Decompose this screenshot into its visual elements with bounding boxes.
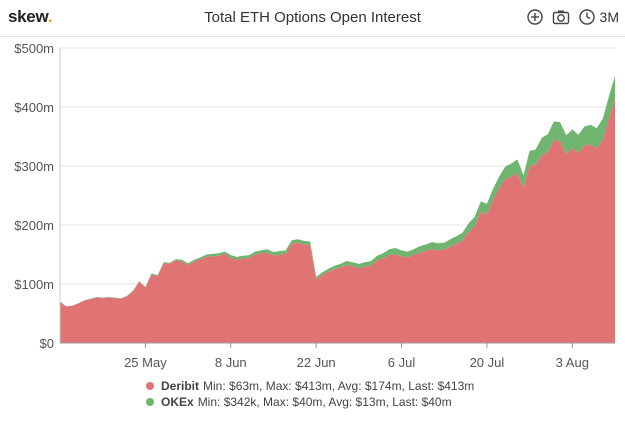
x-tick-label: 25 May [124,355,167,370]
clock-icon[interactable] [578,8,596,26]
skew-logo[interactable]: skew. [8,7,53,27]
x-tick-label: 22 Jun [297,355,336,370]
y-tick-label: $400m [14,100,54,115]
chart-toolbar: 3M [526,8,619,26]
y-tick-label: $200m [14,218,54,233]
open-interest-chart: $0 $100m $200m $300m $400m $500m 25 May 8 Jun 22… [14,41,615,370]
legend-name-deribit: Deribit [161,379,200,393]
chart-title: Total ETH Options Open Interest [204,9,421,26]
logo-text: skew [8,7,48,26]
deribit-swatch-icon [146,382,154,390]
y-tick-label: $100m [14,277,54,292]
legend-item-deribit[interactable]: Deribit Min: $63m, Max: $413m, Avg: $174… [146,378,625,394]
x-tick-label: 20 Jul [470,355,505,370]
camera-icon[interactable] [552,8,570,26]
chart-legend: Deribit Min: $63m, Max: $413m, Avg: $174… [0,378,625,410]
zoom-in-icon[interactable] [526,8,544,26]
legend-item-okex[interactable]: OKEx Min: $342k, Max: $40m, Avg: $13m, L… [146,394,625,410]
series-area-deribit [60,99,615,343]
y-tick-label: $500m [14,41,54,56]
y-tick-label: $0 [40,336,54,351]
x-tick-label: 3 Aug [556,355,589,370]
legend-stats-deribit: Min: $63m, Max: $413m, Avg: $174m, Last:… [203,379,475,393]
okex-swatch-icon [146,398,154,406]
legend-stats-okex: Min: $342k, Max: $40m, Avg: $13m, Last: … [197,395,452,409]
x-tick-label: 6 Jul [388,355,416,370]
time-range-button[interactable]: 3M [599,9,619,25]
chart-header: skew. Total ETH Options Open Interest 3M [0,0,625,37]
legend-name-okex: OKEx [161,395,194,409]
logo-dot: . [47,7,53,26]
y-tick-label: $300m [14,159,54,174]
x-tick-label: 8 Jun [215,355,247,370]
